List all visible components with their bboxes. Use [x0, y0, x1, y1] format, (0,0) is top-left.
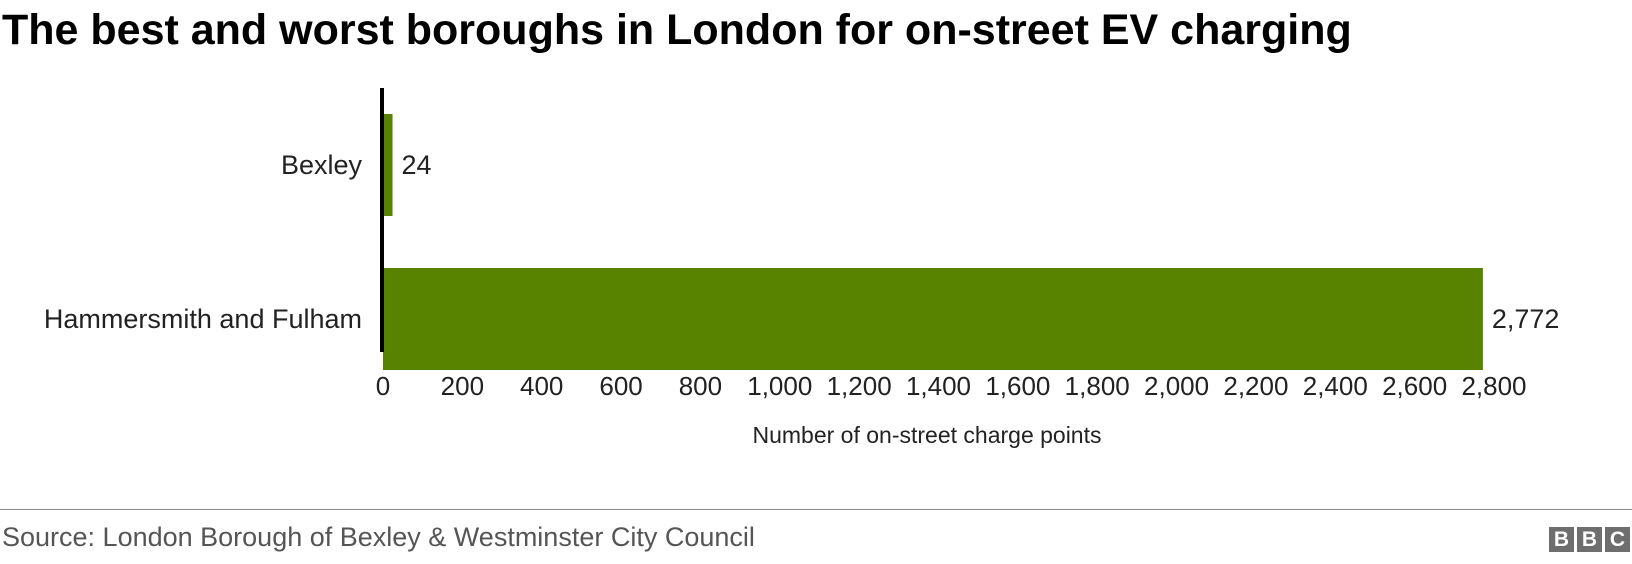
- x-tick-label: 2,000: [1144, 371, 1209, 401]
- chart-title: The best and worst boroughs in London fo…: [2, 6, 1352, 54]
- x-tick-label: 2,800: [1461, 371, 1526, 401]
- x-tick-label: 1,800: [1065, 371, 1130, 401]
- x-tick-label: 2,400: [1303, 371, 1368, 401]
- category-labels: Bexley Hammersmith and Fulham: [44, 150, 363, 334]
- bar-chart: Bexley Hammersmith and Fulham 24 2,772 0 20…: [44, 88, 1560, 448]
- x-tick-label: 1,400: [906, 371, 971, 401]
- value-label: 24: [402, 150, 432, 180]
- x-tick-label: 1,000: [747, 371, 812, 401]
- logo-letter: B: [1549, 527, 1574, 552]
- logo-letter: C: [1605, 527, 1630, 552]
- x-axis-title: Number of on-street charge points: [752, 422, 1101, 448]
- x-tick-label: 600: [599, 371, 642, 401]
- x-tick-labels: 0 200 400 600 800 1,000 1,200 1,400 1,600 1,800 2,…: [376, 371, 1527, 401]
- x-tick-label: 2,200: [1223, 371, 1288, 401]
- x-tick-label: 1,600: [985, 371, 1050, 401]
- bbc-logo: B B C: [1549, 527, 1630, 552]
- bar: [383, 268, 1483, 370]
- logo-letter: B: [1577, 527, 1602, 552]
- x-tick-label: 1,200: [827, 371, 892, 401]
- source-note: Source: London Borough of Bexley & Westm…: [2, 522, 755, 552]
- x-tick-label: 400: [520, 371, 563, 401]
- bars-group: [383, 114, 1483, 370]
- bar: [383, 114, 393, 216]
- category-label: Bexley: [281, 150, 363, 180]
- x-tick-label: 2,600: [1382, 371, 1447, 401]
- footer-divider: [0, 509, 1632, 510]
- x-tick-label: 200: [441, 371, 484, 401]
- x-tick-label: 800: [679, 371, 722, 401]
- category-label: Hammersmith and Fulham: [44, 304, 362, 334]
- value-label: 2,772: [1492, 304, 1560, 334]
- value-labels: 24 2,772: [402, 150, 1560, 334]
- x-tick-label: 0: [376, 371, 390, 401]
